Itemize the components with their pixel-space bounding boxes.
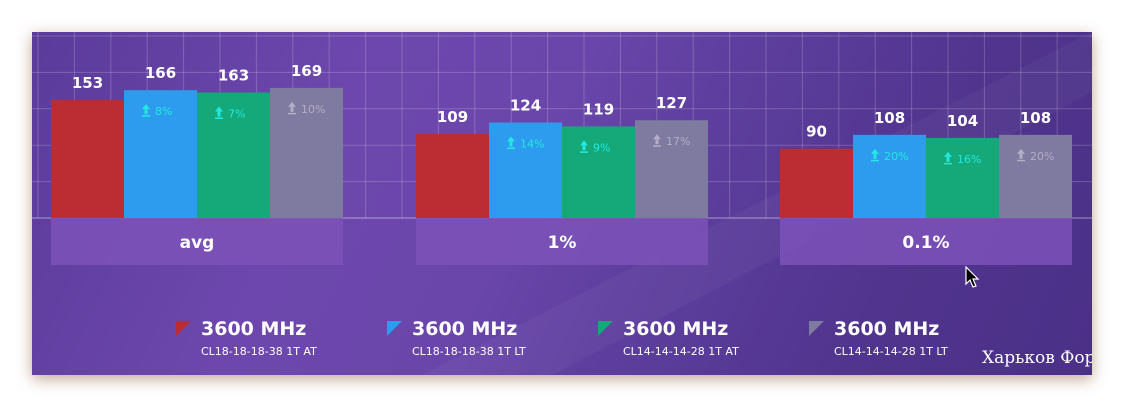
arrow-up-icon bbox=[653, 134, 661, 140]
delta-label: 16% bbox=[957, 153, 981, 166]
bar bbox=[780, 148, 853, 218]
value-label: 109 bbox=[437, 108, 468, 126]
bar bbox=[197, 92, 270, 218]
bar bbox=[124, 90, 197, 218]
value-label: 90 bbox=[806, 123, 827, 141]
bar bbox=[270, 87, 343, 218]
arrow-up-stem bbox=[873, 153, 877, 159]
arrow-up-stem bbox=[290, 106, 294, 112]
bar-group-1: 153 166 8% 163 7% 169 10% avg bbox=[51, 62, 343, 265]
arrow-up-icon bbox=[215, 106, 223, 112]
arrow-up-stem bbox=[144, 109, 148, 115]
value-label: 153 bbox=[72, 74, 103, 92]
bar-chart: 1531668%1637%16910%avg10912414%1199%1271… bbox=[32, 32, 1092, 375]
legend-subtitle-1: CL18-18-18-38 1T AT bbox=[201, 345, 317, 358]
bar bbox=[51, 100, 124, 218]
arrow-up-icon bbox=[1017, 148, 1025, 154]
arrow-up-icon bbox=[580, 140, 588, 146]
legend-swatch-2 bbox=[387, 321, 402, 336]
legend-swatch-4 bbox=[809, 321, 824, 336]
arrow-up-base bbox=[507, 147, 515, 150]
value-label: 166 bbox=[145, 64, 176, 82]
value-label: 169 bbox=[291, 62, 322, 80]
arrow-up-icon bbox=[871, 148, 879, 154]
value-label: 163 bbox=[218, 66, 249, 84]
arrow-up-icon bbox=[507, 136, 515, 142]
value-label: 119 bbox=[583, 100, 614, 118]
arrow-up-base bbox=[871, 159, 879, 162]
arrow-up-base bbox=[580, 151, 588, 153]
bar bbox=[416, 134, 489, 218]
arrow-up-base bbox=[653, 145, 661, 147]
arrow-up-stem bbox=[582, 145, 586, 151]
bar-group-3: 90 108 20% 104 16% 108 20% 0.1% bbox=[780, 109, 1072, 265]
category-label: 1% bbox=[548, 233, 577, 253]
arrow-up-stem bbox=[946, 156, 950, 162]
category-band bbox=[780, 218, 1072, 265]
category-label: avg bbox=[180, 233, 215, 253]
arrow-up-base bbox=[288, 112, 296, 115]
delta-label: 20% bbox=[884, 150, 908, 163]
arrow-up-icon bbox=[142, 104, 150, 110]
delta-label: 7% bbox=[228, 107, 245, 120]
delta-label: 17% bbox=[666, 135, 690, 148]
background-sheen bbox=[422, 32, 1092, 375]
legend-title-3: 3600 MHz bbox=[623, 318, 729, 340]
legend-title-4: 3600 MHz bbox=[834, 318, 940, 340]
delta-label: 14% bbox=[520, 138, 544, 151]
chart-card: 153 166 8% 163 7% 169 10% avg 109 124 14% 119 9% 127 1… bbox=[32, 32, 1092, 375]
legend-subtitle-4: CL14-14-14-28 1T LT bbox=[834, 345, 948, 358]
category-band bbox=[416, 218, 708, 265]
delta-label: 20% bbox=[1030, 150, 1054, 163]
bar-group-2: 109 124 14% 119 9% 127 17% 1% bbox=[416, 94, 708, 265]
arrow-up-icon bbox=[944, 151, 952, 157]
arrow-up-stem bbox=[217, 111, 221, 117]
delta-label: 8% bbox=[155, 105, 172, 118]
bar bbox=[635, 120, 708, 218]
mouse-cursor-icon bbox=[965, 266, 980, 288]
watermark: Харьков Форум bbox=[982, 348, 1092, 368]
bar bbox=[853, 134, 926, 218]
legend-subtitle-3: CL14-14-14-28 1T AT bbox=[623, 345, 739, 358]
value-label: 108 bbox=[1020, 109, 1051, 127]
arrow-up-stem bbox=[655, 139, 659, 145]
legend-subtitle-2: CL18-18-18-38 1T LT bbox=[412, 345, 526, 358]
legend-swatch-3 bbox=[598, 321, 613, 336]
bar bbox=[999, 134, 1072, 218]
arrow-up-stem bbox=[509, 141, 513, 147]
value-label: 124 bbox=[510, 97, 541, 115]
arrow-up-base bbox=[142, 115, 150, 117]
value-label: 108 bbox=[874, 109, 905, 127]
arrow-up-stem bbox=[1019, 153, 1023, 159]
value-label: 104 bbox=[947, 112, 978, 130]
category-label: 0.1% bbox=[902, 233, 949, 253]
arrow-up-icon bbox=[288, 101, 296, 107]
bar bbox=[562, 126, 635, 218]
arrow-up-base bbox=[1017, 159, 1025, 162]
legend-title-1: 3600 MHz bbox=[201, 318, 307, 340]
arrow-up-base bbox=[215, 117, 223, 119]
arrow-up-base bbox=[944, 162, 952, 165]
value-label: 127 bbox=[656, 94, 687, 112]
bar bbox=[926, 137, 999, 218]
delta-label: 10% bbox=[301, 103, 325, 116]
category-band bbox=[51, 218, 343, 265]
legend-title-2: 3600 MHz bbox=[412, 318, 518, 340]
bar bbox=[489, 122, 562, 218]
legend-swatch-1 bbox=[176, 321, 191, 336]
delta-label: 9% bbox=[593, 141, 610, 154]
